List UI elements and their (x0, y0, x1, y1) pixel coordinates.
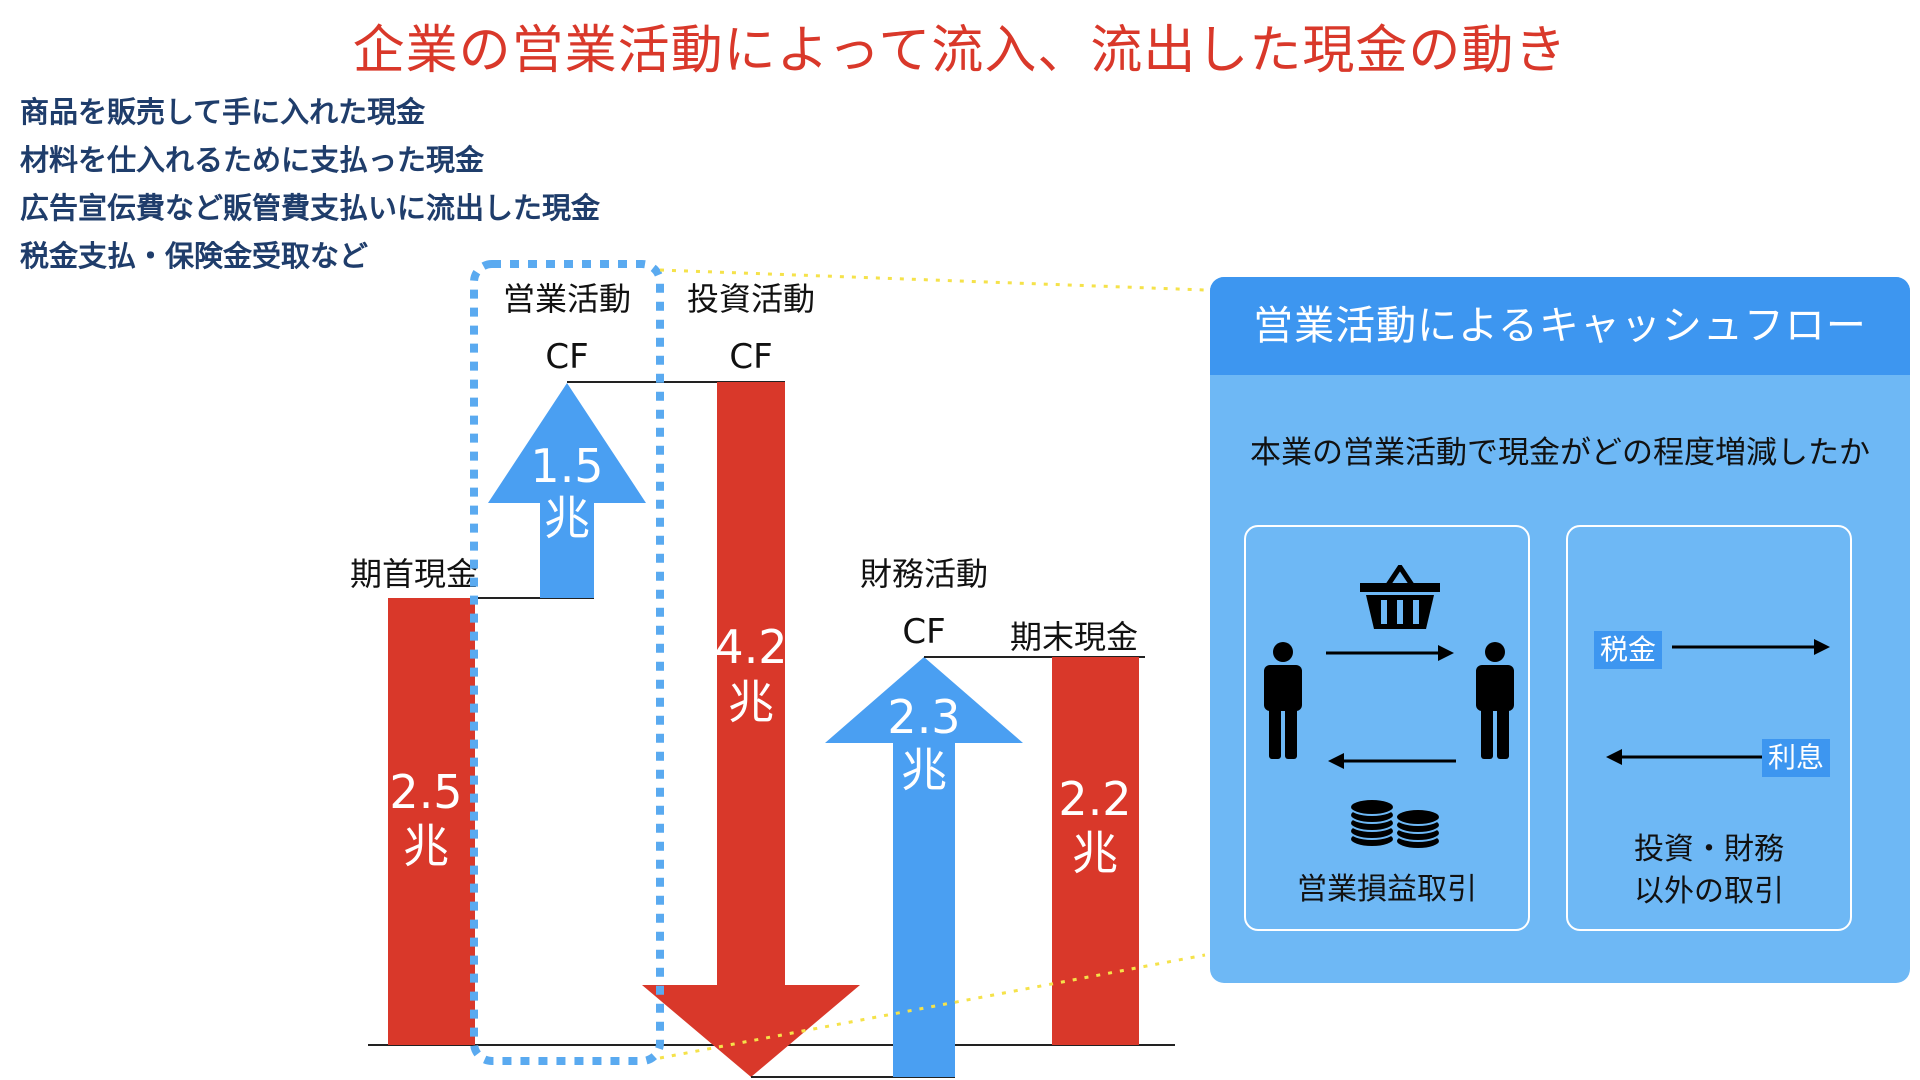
investing-cf-arrow (642, 382, 860, 1077)
arrow-left-icon (1328, 753, 1456, 769)
investing-cf-label-cf: CF (729, 337, 772, 377)
bullet-item: 税金支払・保険金受取など (20, 239, 369, 273)
person-icon (1476, 642, 1514, 759)
arrow-left-icon (1606, 749, 1764, 765)
financing-cf-label-cf: CF (902, 612, 945, 652)
panel-subtitle: 本業の営業活動で現金がどの程度増減したか (1250, 435, 1870, 471)
closing-cash-bar (1052, 657, 1139, 1045)
panel-header: 営業活動によるキャッシュフロー (1210, 277, 1910, 375)
financing-cf-label: 財務活動 (860, 555, 988, 593)
operating-transactions-box: 営業損益取引 (1244, 525, 1530, 931)
tax-tag: 税金 (1594, 631, 1663, 669)
opening-cash-label: 期首現金 (350, 555, 478, 593)
financing-cf-arrow (825, 657, 1023, 1077)
other-transactions-box: 税金 利息 投資・財務 以外の取引 (1566, 525, 1852, 931)
closing-cash-unit: 兆 (1072, 826, 1118, 880)
bullet-item: 商品を販売して手に入れた現金 (20, 95, 426, 129)
operating-cf-highlight (470, 260, 664, 1065)
arrow-right-icon (1672, 639, 1830, 655)
financing-cf-unit: 兆 (901, 743, 947, 797)
operating-cf-label: 営業活動 (503, 280, 631, 318)
operating-cf-value: 1.5 (530, 439, 603, 493)
operating-cf-arrow (488, 383, 646, 598)
opening-cash-bar (388, 598, 475, 1045)
closing-cash-value: 2.2 (1058, 772, 1131, 826)
investing-cf-unit: 兆 (728, 675, 774, 729)
interest-tag: 利息 (1762, 739, 1831, 777)
operating-cf-unit: 兆 (544, 491, 590, 545)
person-icon (1264, 642, 1302, 759)
coins-icon (1349, 798, 1441, 850)
opening-cash-unit: 兆 (403, 819, 449, 873)
bullet-item: 広告宣伝費など販管費支払いに流出した現金 (20, 191, 601, 225)
investing-cf-value: 4.2 (714, 620, 787, 674)
basket-icon (1360, 565, 1440, 629)
page-title: 企業の営業活動によって流入、流出した現金の動き (352, 21, 1568, 81)
operating-cf-panel: 営業活動によるキャッシュフロー 本業の営業活動で現金がどの程度増減したか (1210, 277, 1910, 983)
bullet-list: 商品を販売して手に入れた現金 材料を仕入れるために支払った現金 広告宣伝費など販… (20, 88, 600, 280)
arrow-right-icon (1326, 645, 1454, 661)
operating-cf-label-cf: CF (545, 337, 588, 377)
bullet-item: 材料を仕入れるために支払った現金 (20, 143, 485, 177)
investing-cf-label: 投資活動 (687, 280, 815, 318)
other-transactions-caption-line1: 投資・財務 (1634, 832, 1784, 867)
opening-cash-value: 2.5 (389, 765, 462, 819)
financing-cf-value: 2.3 (887, 690, 960, 744)
closing-cash-label: 期末現金 (1010, 618, 1138, 656)
callout-line-bottom (659, 953, 1206, 1060)
other-transactions-caption-line2: 以外の取引 (1634, 874, 1784, 909)
operating-transactions-caption: 営業損益取引 (1297, 872, 1477, 907)
